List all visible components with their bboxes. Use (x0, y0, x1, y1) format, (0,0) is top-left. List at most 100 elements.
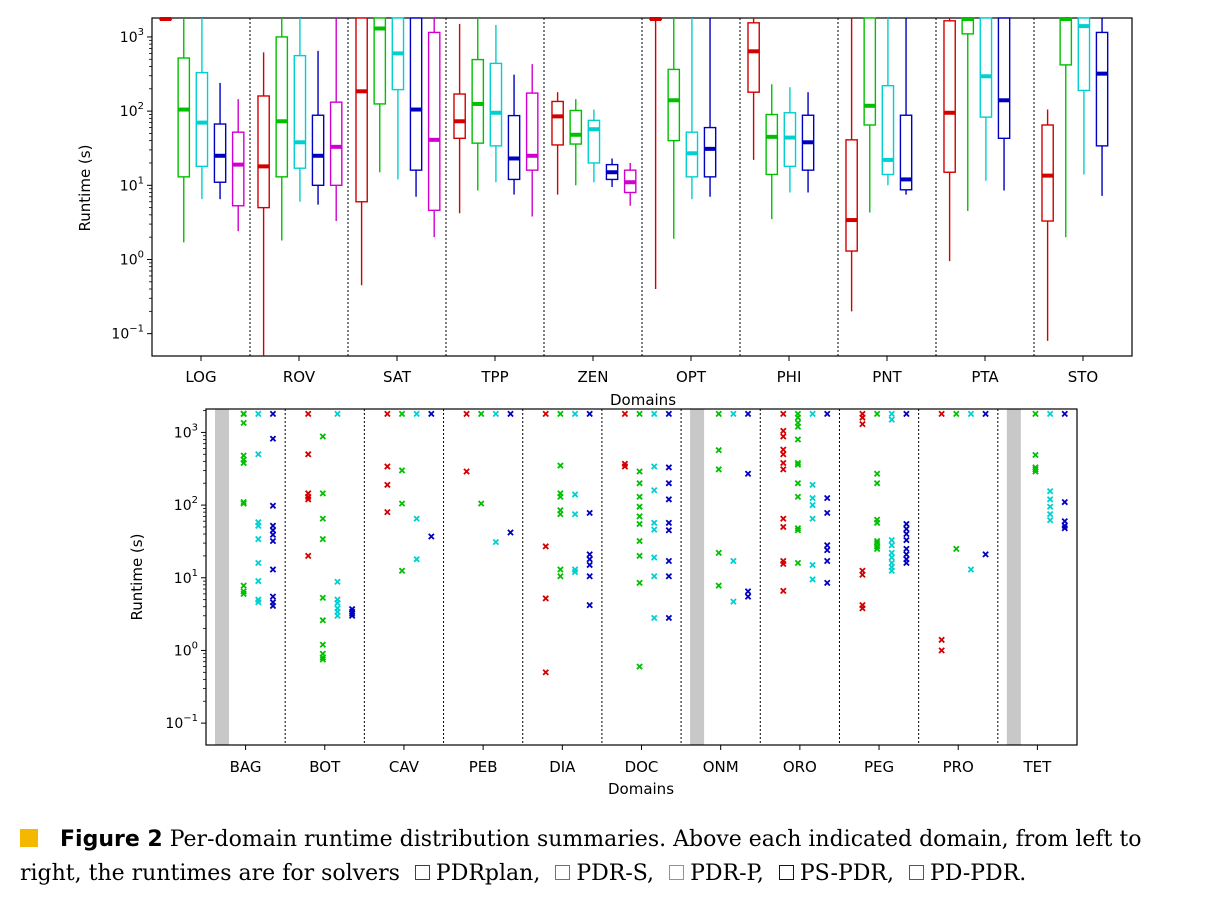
point-BOT-series-1 (304, 552, 312, 560)
point-BAG-series-2 (240, 410, 247, 418)
point-ORO-series-2 (794, 527, 802, 534)
box-LOG-series-2 (177, 18, 191, 243)
caption-marker-icon (20, 829, 38, 847)
point-ORO-series-1 (780, 523, 787, 531)
point-TET-series-3 (1046, 503, 1054, 510)
point-ORO-series-2 (794, 559, 802, 567)
bottom-x-tick-label: ORO (783, 758, 817, 776)
box-PTA-series-4 (997, 17, 1011, 191)
point-DOC-series-3 (650, 487, 658, 494)
point-ORO-series-2 (794, 461, 802, 468)
point-DOC-series-2 (636, 663, 643, 670)
top-x-tick-label: ROV (283, 368, 316, 386)
point-BOT-series-3 (334, 410, 341, 418)
gray-band (1006, 409, 1021, 745)
bottom-x-tick-label: BOT (309, 758, 341, 776)
point-PEG-series-2 (873, 537, 881, 545)
box-ROV-series-1 (257, 52, 270, 356)
point-DOC-series-4 (665, 572, 673, 580)
point-ONM-series-4 (744, 410, 752, 418)
point-ONM-series-3 (730, 598, 737, 605)
point-TET-series-3 (1046, 488, 1054, 495)
point-ORO-series-3 (809, 501, 816, 509)
point-DOC-series-4 (665, 614, 673, 622)
point-PEB-series-4 (507, 410, 514, 418)
point-ORO-series-2 (794, 423, 802, 430)
point-PEG-series-3 (888, 567, 895, 574)
box-LOG-series-5 (231, 99, 245, 232)
point-ORO-series-3 (809, 515, 816, 522)
point-TET-series-3 (1046, 410, 1054, 418)
point-ORO-series-4 (823, 557, 831, 565)
point-TET-series-2 (1032, 410, 1039, 418)
point-PEG-series-4 (903, 520, 910, 528)
point-PEG-series-4 (903, 545, 910, 553)
point-TET-series-3 (1046, 510, 1054, 518)
box-body (213, 123, 227, 183)
point-ORO-series-2 (794, 436, 802, 443)
box-TPP-series-4 (507, 74, 521, 195)
point-DOC-series-1 (621, 463, 629, 470)
point-BAG-series-2 (240, 498, 247, 506)
box-TPP-series-5 (525, 64, 539, 217)
point-PEG-series-1 (859, 414, 866, 421)
point-ORO-series-2 (794, 459, 802, 467)
point-PEG-series-3 (888, 554, 895, 561)
point-BAG-series-4 (269, 566, 277, 573)
point-ORO-series-4 (823, 542, 831, 549)
point-PEG-series-1 (859, 571, 866, 578)
point-DOC-series-4 (665, 557, 673, 565)
box-body (881, 85, 895, 176)
box-body (1095, 31, 1109, 147)
box-OPT-series-3 (685, 18, 699, 200)
point-PEB-series-2 (477, 410, 485, 418)
point-DOC-series-4 (665, 496, 673, 503)
box-body (569, 109, 583, 145)
point-PEB-series-3 (492, 410, 500, 418)
point-DOC-series-2 (636, 479, 643, 487)
point-BOT-series-3 (334, 578, 341, 586)
point-PEG-series-4 (903, 536, 910, 544)
point-DOC-series-3 (650, 572, 658, 580)
box-LOG-series-4 (213, 82, 227, 200)
point-BOT-series-3 (334, 612, 341, 620)
legend-square-icon (908, 865, 924, 880)
point-PRO-series-2 (953, 545, 960, 553)
top-y-axis-label: Runtime (s) (76, 145, 94, 232)
point-DIA-series-2 (557, 462, 564, 469)
box-PNT-series-1 (845, 18, 858, 312)
point-BOT-series-2 (319, 654, 327, 661)
point-ONM-series-2 (715, 466, 722, 473)
box-PTA-series-2 (961, 17, 975, 212)
point-DIA-series-4 (586, 561, 593, 569)
point-BAG-series-3 (255, 599, 262, 606)
box-body (525, 92, 539, 171)
box-body (195, 71, 209, 168)
point-BAG-series-4 (269, 593, 277, 600)
top-x-tick-label: LOG (185, 368, 216, 386)
point-PEG-series-2 (873, 410, 881, 418)
point-DOC-series-3 (650, 519, 658, 527)
box-ZEN-series-1 (551, 92, 564, 195)
point-DOC-series-4 (665, 479, 673, 487)
point-BAG-series-3 (255, 410, 262, 418)
figure: 10−1 100 101 102 103 LOG ROV SAT TPP ZEN OPT PHI PNT… (76, 17, 1133, 798)
box-LOG-series-1 (159, 17, 172, 21)
box-body (899, 114, 913, 191)
box-body (587, 119, 601, 164)
point-TET-series-3 (1046, 516, 1054, 524)
point-TET-series-3 (1046, 496, 1054, 503)
point-ORO-series-1 (780, 433, 787, 440)
point-PRO-series-3 (967, 566, 975, 573)
point-PEB-series-3 (492, 538, 500, 546)
bottom-y-tick-label: 101 (174, 568, 198, 587)
point-DOC-series-4 (665, 519, 673, 527)
point-PEG-series-2 (873, 545, 881, 553)
box-body (765, 113, 779, 176)
point-BOT-series-3 (334, 599, 341, 607)
top-x-axis-label: Domains (610, 391, 676, 409)
point-CAV-series-3 (413, 515, 420, 522)
point-CAV-series-1 (384, 508, 391, 516)
point-DOC-series-3 (650, 410, 658, 418)
point-PRO-series-1 (938, 636, 945, 644)
